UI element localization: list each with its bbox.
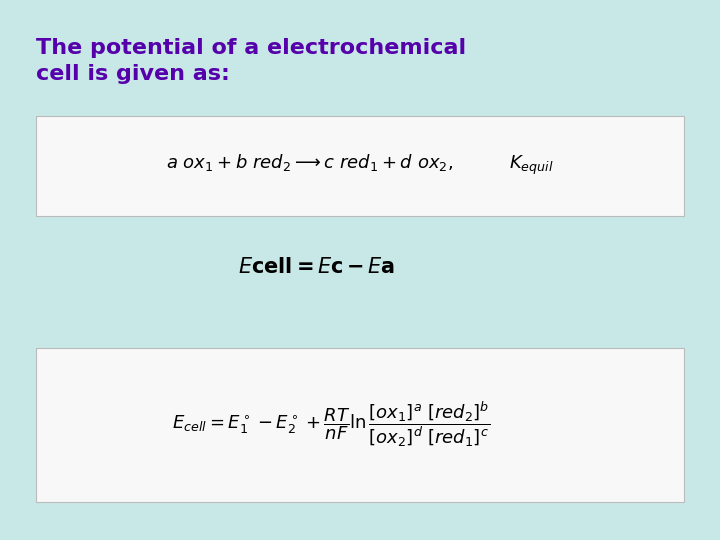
- FancyBboxPatch shape: [36, 116, 684, 216]
- Text: $\boldsymbol{\mathit{E}}$$\mathbf{cell = }$$\boldsymbol{\mathit{E}}$$\mathbf{c \: $\boldsymbol{\mathit{E}}$$\mathbf{cell =…: [238, 257, 395, 278]
- Text: The potential of a electrochemical
cell is given as:: The potential of a electrochemical cell …: [36, 38, 466, 84]
- Text: $E_{cell} = E_1^\circ - E_2^\circ + \dfrac{RT}{nF} \ln \dfrac{[ox_1]^a\ [red_2]^: $E_{cell} = E_1^\circ - E_2^\circ + \dfr…: [172, 399, 490, 449]
- FancyBboxPatch shape: [36, 348, 684, 502]
- Text: $a\ ox_1 + b\ red_2 \longrightarrow c\ red_1 + d\ ox_2, \quad\quad\quad K_{equil: $a\ ox_1 + b\ red_2 \longrightarrow c\ r…: [166, 153, 554, 177]
